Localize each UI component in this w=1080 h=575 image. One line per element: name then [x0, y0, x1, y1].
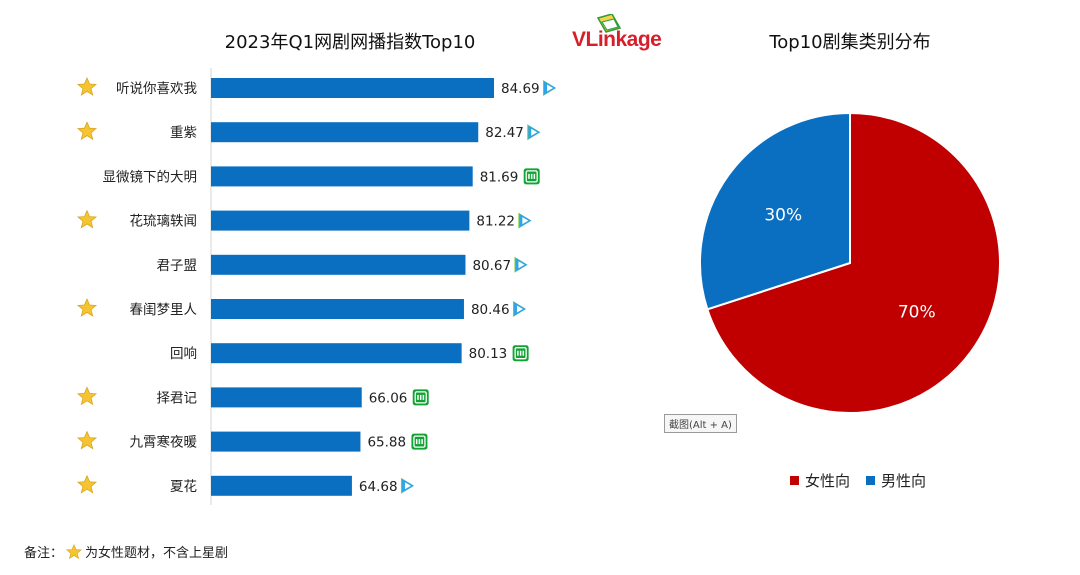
- bar-category-label: 花琉璃轶闻: [130, 213, 198, 230]
- bar-category-label: 春闺梦里人: [130, 302, 198, 318]
- logo-text: VLinkage: [572, 28, 662, 51]
- bar-value-label: 80.67: [472, 258, 511, 274]
- iqiyi-icon: [411, 433, 428, 450]
- legend-swatch-male: [866, 476, 876, 485]
- bar: [211, 475, 352, 496]
- play-icon: [512, 301, 526, 317]
- bar: [211, 78, 494, 98]
- bar-category-label: 夏花: [170, 479, 197, 495]
- bar-value-label: 82.47: [485, 125, 524, 141]
- bar-category-label: 九霄寒夜暖: [130, 434, 198, 451]
- legend-label-female: 女性向: [805, 472, 851, 490]
- bar: [211, 210, 470, 231]
- pie-legend: 女性向 男性向: [790, 470, 926, 491]
- play-icon: [400, 477, 414, 494]
- legend-item-male: 男性向: [866, 470, 926, 491]
- bar-value-label: 84.69: [501, 81, 540, 97]
- play-icon: [518, 212, 532, 229]
- bar-value-label: 81.69: [480, 169, 519, 185]
- bar-value-label: 81.22: [476, 214, 515, 230]
- bar-category-label: 择君记: [157, 390, 198, 406]
- bar: [211, 343, 462, 364]
- bar: [211, 166, 473, 187]
- play-icon: [514, 256, 528, 273]
- star-icon: [76, 297, 98, 317]
- screenshot-tooltip: 截图(Alt + A): [664, 414, 737, 433]
- bar: [211, 254, 466, 275]
- logo-mark-icon: [596, 14, 622, 33]
- bar-chart: 听说你喜欢我 84.69 重紫 82.47 显微镜下的大明 81.69 花琉璃轶闻 81.22…: [76, 68, 556, 505]
- bar: [211, 431, 361, 452]
- bar: [211, 299, 464, 319]
- bar-category-label: 重紫: [170, 125, 197, 141]
- pie-slice-label: 30%: [764, 206, 802, 226]
- iqiyi-icon: [512, 345, 529, 362]
- play-icon: [543, 80, 556, 96]
- star-icon: [66, 543, 83, 559]
- star-icon: [76, 76, 98, 96]
- bar-value-label: 80.13: [469, 346, 508, 362]
- bar-value-label: 65.88: [367, 435, 406, 451]
- footnote-prefix: 备注：: [24, 546, 64, 561]
- legend-swatch-female: [790, 476, 799, 485]
- bar: [211, 387, 362, 408]
- bar-value-label: 66.06: [369, 390, 408, 406]
- bar-chart-title: 2023年Q1网剧网播指数Top10: [224, 32, 476, 53]
- pie-slice-label: 70%: [898, 302, 936, 322]
- bar-category-label: 听说你喜欢我: [116, 81, 197, 97]
- footnote-text: 为女性题材，不含上星剧: [85, 546, 229, 561]
- star-icon: [76, 474, 98, 494]
- pie-chart-title: Top10剧集类别分布: [769, 32, 931, 53]
- iqiyi-icon: [412, 389, 429, 406]
- bar-category-label: 显微镜下的大明: [103, 169, 198, 185]
- bar-category-label: 回响: [170, 346, 197, 362]
- star-icon: [76, 121, 98, 141]
- legend-label-male: 男性向: [881, 472, 927, 490]
- vlinkage-logo: VLinkage: [572, 14, 682, 54]
- bar-value-label: 80.46: [471, 302, 510, 318]
- pie-slice-female: [706, 111, 1001, 414]
- star-icon: [76, 209, 98, 229]
- bar-category-label: 君子盟: [157, 258, 198, 274]
- pie-chart: 70% 30%: [699, 111, 1001, 414]
- pie-slice-male: [699, 111, 851, 311]
- play-icon: [527, 124, 541, 141]
- bar-value-label: 64.68: [359, 479, 398, 495]
- star-icon: [76, 430, 98, 450]
- bar: [211, 122, 479, 143]
- legend-item-female: 女性向: [790, 470, 850, 491]
- iqiyi-icon: [523, 168, 540, 185]
- footnote: 备注： 为女性题材，不含上星剧: [24, 542, 228, 561]
- star-icon: [76, 386, 98, 406]
